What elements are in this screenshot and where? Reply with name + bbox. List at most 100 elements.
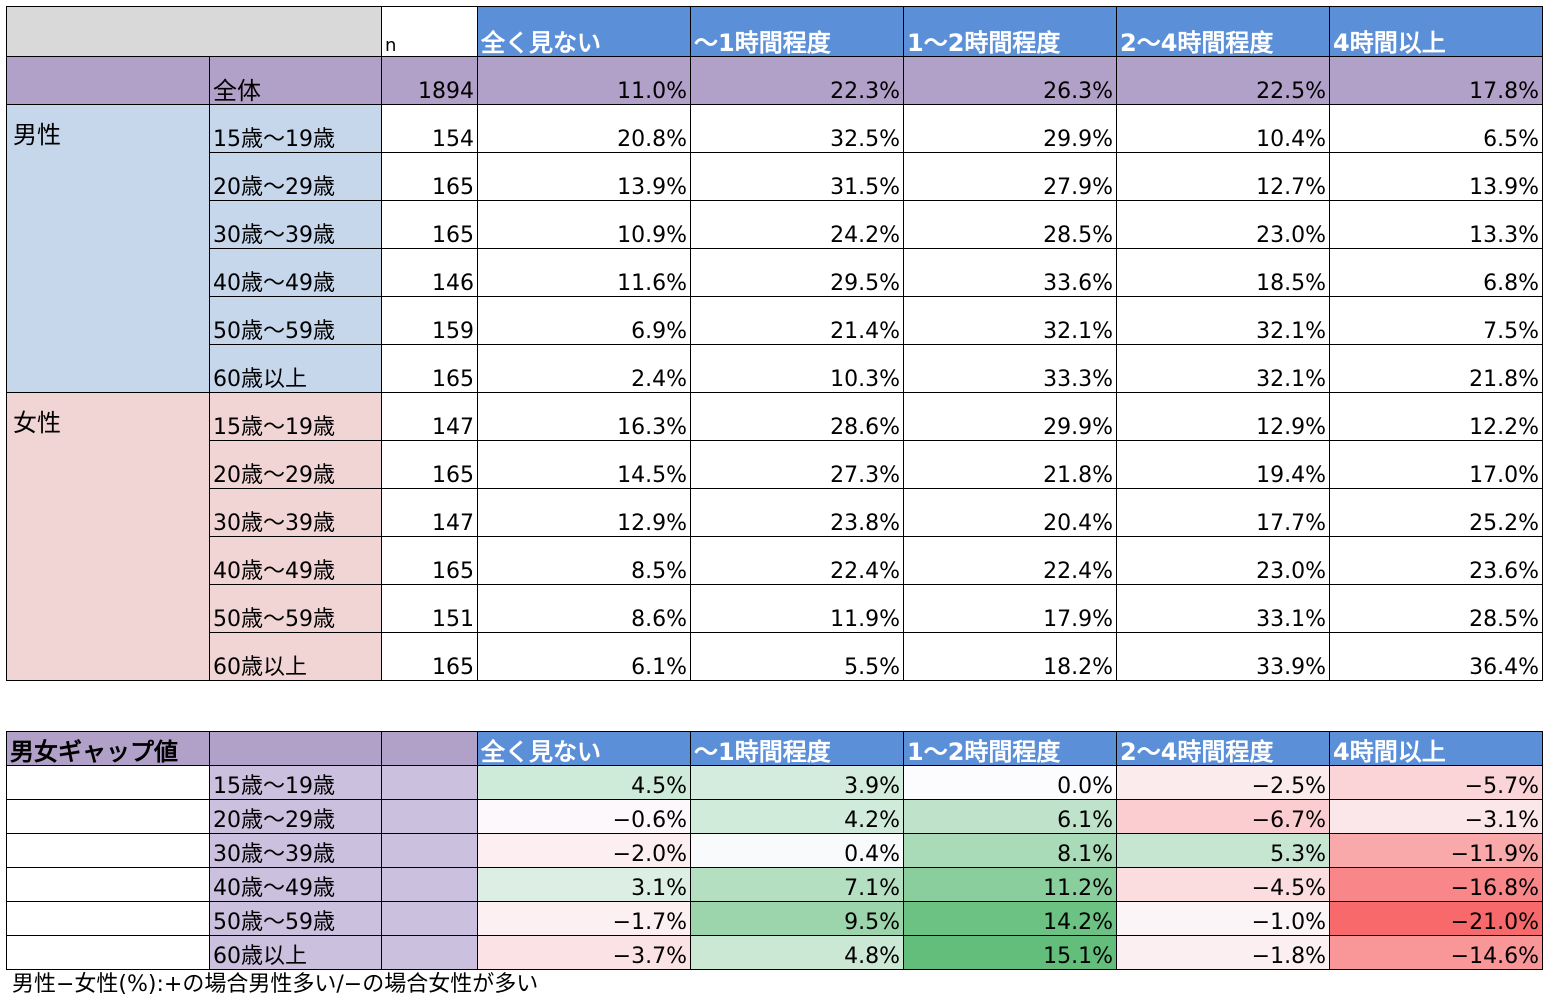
value-cell: 21.8% — [1329, 344, 1543, 393]
gap-value-cell: 15.1% — [903, 935, 1117, 970]
value-cell: 17.7% — [1116, 488, 1330, 537]
value-cell: 29.9% — [903, 392, 1117, 441]
value-cell: 12.9% — [1116, 392, 1330, 441]
value-cell: 13.9% — [477, 152, 691, 201]
value-cell: 8.6% — [477, 584, 691, 633]
value-cell: 17.9% — [903, 584, 1117, 633]
gap-value-cell: 7.1% — [690, 867, 904, 902]
gap-blank — [381, 833, 478, 868]
value-cell: 32.1% — [1116, 344, 1330, 393]
column-header: ～1時間程度 — [690, 6, 904, 57]
value-cell: 33.1% — [1116, 584, 1330, 633]
value-cell: 27.3% — [690, 440, 904, 489]
n-cell: 147 — [381, 488, 478, 537]
overall-value: 11.0% — [477, 56, 691, 105]
value-cell: 36.4% — [1329, 632, 1543, 681]
gap-blank — [381, 901, 478, 936]
overall-value: 22.3% — [690, 56, 904, 105]
n-cell: 165 — [381, 536, 478, 585]
gap-age-label: 40歳～49歳 — [209, 867, 382, 902]
value-cell: 22.4% — [690, 536, 904, 585]
value-cell: 14.5% — [477, 440, 691, 489]
gap-value-cell: 0.4% — [690, 833, 904, 868]
gap-value-cell: 3.9% — [690, 765, 904, 800]
gap-value-cell: −2.0% — [477, 833, 691, 868]
value-cell: 21.4% — [690, 296, 904, 345]
gap-value-cell: 0.0% — [903, 765, 1117, 800]
gap-column-header: 1～2時間程度 — [903, 731, 1117, 766]
column-header: 1～2時間程度 — [903, 6, 1117, 57]
gap-value-cell: −5.7% — [1329, 765, 1543, 800]
value-cell: 33.6% — [903, 248, 1117, 297]
overall-blank — [6, 56, 210, 105]
value-cell: 10.4% — [1116, 104, 1330, 153]
table-row: 女性 15歳～19歳 147 16.3% 28.6% 29.9% 12.9% 12.2% — [6, 392, 1543, 681]
n-cell: 165 — [381, 344, 478, 393]
gap-blank — [6, 833, 210, 868]
value-cell: 13.9% — [1329, 152, 1543, 201]
table-row: 40歳～49歳 146 11.6% 29.5% 33.6% 18.5% 6.8% — [7, 248, 1543, 297]
n-cell: 151 — [381, 584, 478, 633]
age-label: 50歳～59歳 — [209, 296, 382, 345]
value-cell: 11.9% — [690, 584, 904, 633]
gender-gap-table: 男女ギャップ値 全く見ない ～1時間程度 1～2時間程度 2～4時間程度 4時間以上 15歳… — [6, 731, 1543, 970]
gap-value-cell: −0.6% — [477, 799, 691, 834]
n-cell: 165 — [381, 632, 478, 681]
gap-column-header: 4時間以上 — [1329, 731, 1543, 766]
gap-value-cell: 14.2% — [903, 901, 1117, 936]
gap-value-cell: −21.0% — [1329, 901, 1543, 936]
age-label: 30歳～39歳 — [209, 488, 382, 537]
gender-label: 女性 — [6, 392, 210, 681]
value-cell: 28.5% — [903, 200, 1117, 249]
value-cell: 25.2% — [1329, 488, 1543, 537]
gap-blank — [6, 867, 210, 902]
value-cell: 6.1% — [477, 632, 691, 681]
n-header: n — [381, 6, 478, 57]
n-cell: 165 — [381, 152, 478, 201]
value-cell: 27.9% — [903, 152, 1117, 201]
value-cell: 11.6% — [477, 248, 691, 297]
column-header: 2～4時間程度 — [1116, 6, 1330, 57]
overall-n: 1894 — [381, 56, 478, 105]
gap-value-cell: −6.7% — [1116, 799, 1330, 834]
gap-header-blank — [381, 731, 478, 766]
value-cell: 32.5% — [690, 104, 904, 153]
table-row: 30歳～39歳 147 12.9% 23.8% 20.4% 17.7% 25.2% — [7, 488, 1543, 537]
gap-blank — [6, 901, 210, 936]
table-row: 40歳～49歳 165 8.5% 22.4% 22.4% 23.0% 23.6% — [7, 536, 1543, 585]
n-cell: 147 — [381, 392, 478, 441]
gap-age-label: 20歳～29歳 — [209, 799, 382, 834]
value-cell: 12.2% — [1329, 392, 1543, 441]
value-cell: 33.9% — [1116, 632, 1330, 681]
n-cell: 165 — [381, 200, 478, 249]
value-cell: 7.5% — [1329, 296, 1543, 345]
gap-column-header: 2～4時間程度 — [1116, 731, 1330, 766]
table-row: 20歳～29歳 165 13.9% 31.5% 27.9% 12.7% 13.9% — [7, 152, 1543, 201]
gap-value-cell: 9.5% — [690, 901, 904, 936]
age-label: 20歳～29歳 — [209, 152, 382, 201]
gap-value-cell: −2.5% — [1116, 765, 1330, 800]
value-cell: 6.5% — [1329, 104, 1543, 153]
overall-value: 26.3% — [903, 56, 1117, 105]
gap-blank — [381, 765, 478, 800]
gap-blank — [6, 765, 210, 800]
gap-value-cell: 4.2% — [690, 799, 904, 834]
table-row: 60歳以上 165 2.4% 10.3% 33.3% 32.1% 21.8% — [7, 344, 1543, 393]
gap-row: 20歳～29歳 −0.6% 4.2% 6.1% −6.7% −3.1% — [6, 799, 1543, 834]
viewing-time-table: n 全く見ない ～1時間程度 1～2時間程度 2～4時間程度 4時間以上 全体 1894 11.… — [6, 6, 1543, 681]
table-row: 20歳～29歳 165 14.5% 27.3% 21.8% 19.4% 17.0% — [7, 440, 1543, 489]
gap-value-cell: −11.9% — [1329, 833, 1543, 868]
gap-blank — [381, 799, 478, 834]
n-cell: 146 — [381, 248, 478, 297]
value-cell: 23.0% — [1116, 200, 1330, 249]
n-cell: 154 — [381, 104, 478, 153]
gap-value-cell: −4.5% — [1116, 867, 1330, 902]
table-row: 30歳～39歳 165 10.9% 24.2% 28.5% 23.0% 13.3% — [7, 200, 1543, 249]
age-label: 60歳以上 — [209, 344, 382, 393]
gap-header-blank — [209, 731, 382, 766]
table-row: 50歳～59歳 151 8.6% 11.9% 17.9% 33.1% 28.5% — [7, 584, 1543, 633]
gap-value-cell: −1.7% — [477, 901, 691, 936]
gap-value-cell: 5.3% — [1116, 833, 1330, 868]
value-cell: 18.2% — [903, 632, 1117, 681]
n-cell: 165 — [381, 440, 478, 489]
